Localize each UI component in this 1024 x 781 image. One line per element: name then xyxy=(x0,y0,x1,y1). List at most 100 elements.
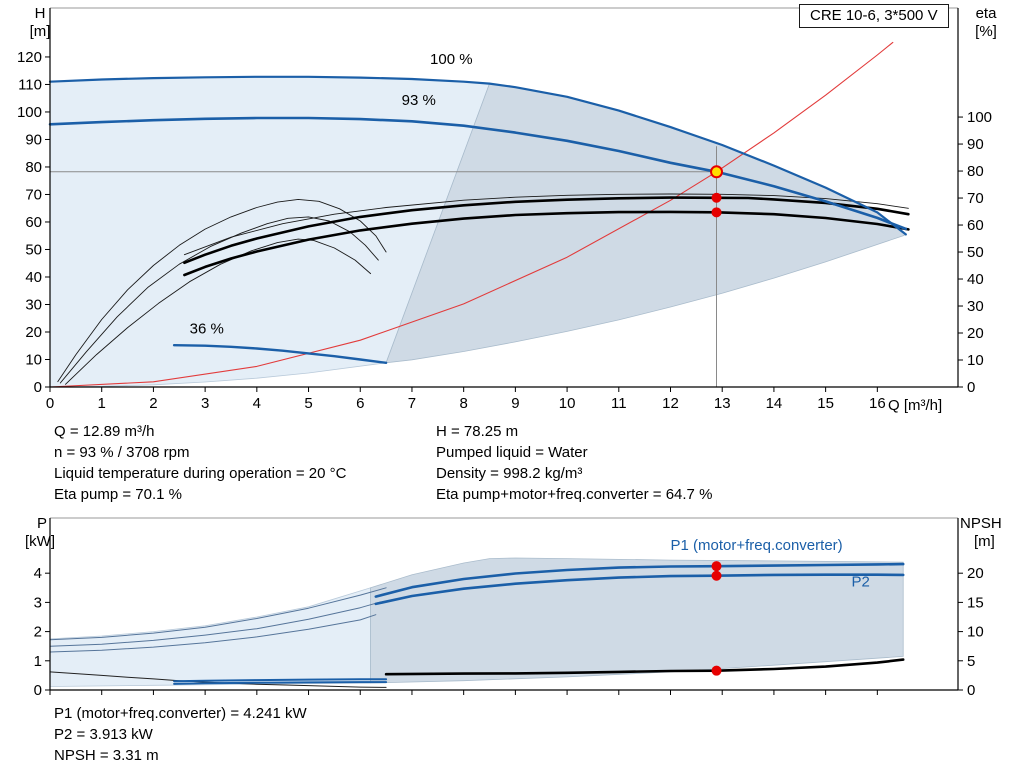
q-axis-label: Q [m³/h] xyxy=(888,397,943,414)
x-tick-label: 3 xyxy=(201,395,209,412)
info-npsh: NPSH = 3.31 m xyxy=(54,747,159,764)
series-p-thin-3 xyxy=(49,614,377,653)
y-right-tick-label: 0 xyxy=(967,682,975,699)
x-tick-label: 15 xyxy=(817,395,834,412)
duty-point xyxy=(710,165,724,179)
info-q: Q = 12.89 m³/h xyxy=(54,423,155,440)
y-left-tick-label: 30 xyxy=(25,296,42,313)
info-liquid-temp: Liquid temperature during operation = 20… xyxy=(54,465,347,482)
series-p1-curve xyxy=(374,562,905,598)
y-left-tick-label: 0 xyxy=(34,379,42,396)
y-right-tick-label: 80 xyxy=(967,163,984,180)
label-36: 36 % xyxy=(190,320,224,337)
info-p2: P2 = 3.913 kW xyxy=(54,726,153,743)
series-speed-36 xyxy=(172,344,388,364)
series-p2-curve xyxy=(374,573,905,606)
power-envelope-dark xyxy=(370,557,904,684)
eta-total-point xyxy=(711,207,722,218)
eta-pump-point xyxy=(711,192,722,203)
power-envelope-light xyxy=(49,587,372,687)
series-p36-1 xyxy=(173,678,388,683)
y-left-tick-label: 40 xyxy=(25,269,42,286)
y-left-tick-label: 4 xyxy=(34,565,42,582)
y-right-tick-label: 30 xyxy=(967,298,984,315)
hq-chart: 0 1 2 3 4 5 6 7 8 9 10 11 12 13 14 15 160102030405060708… xyxy=(17,7,992,412)
y-right-tick-label: 60 xyxy=(967,217,984,234)
x-tick-label: 13 xyxy=(714,395,731,412)
x-tick-label: 16 xyxy=(869,395,886,412)
eta-axis-unit: [%] xyxy=(975,23,997,40)
operating-info-left: Q = 12.89 m³/h n = 93 % / 3708 rpm Liqui… xyxy=(54,421,346,505)
info-h: H = 78.25 m xyxy=(436,423,519,440)
series-p36-2 xyxy=(173,681,388,685)
x-tick-label: 1 xyxy=(98,395,106,412)
y-left-tick-label: 1 xyxy=(34,653,42,670)
x-tick-label: 0 xyxy=(46,395,54,412)
y-left-tick-label: 120 xyxy=(17,49,42,66)
y-right-tick-label: 15 xyxy=(967,594,984,611)
x-tick-label: 6 xyxy=(356,395,364,412)
y-right-tick-label: 10 xyxy=(967,624,984,641)
y-right-tick-label: 90 xyxy=(967,136,984,153)
power-info-block: P1 (motor+freq.converter) = 4.241 kW P2 … xyxy=(54,703,307,766)
y-left-tick-label: 10 xyxy=(25,351,42,368)
x-tick-label: 9 xyxy=(511,395,519,412)
series-npsh-curve xyxy=(384,658,905,676)
p-axis-unit: [kW] xyxy=(25,533,55,550)
info-p1: P1 (motor+freq.converter) = 4.241 kW xyxy=(54,705,307,722)
label-100: 100 % xyxy=(430,51,473,68)
y-left-tick-label: 60 xyxy=(25,214,42,231)
series-speed-100 xyxy=(48,75,907,236)
npsh-axis-label: NPSH xyxy=(960,515,1002,532)
eta-axis-label: eta xyxy=(975,5,997,22)
y-left-tick-label: 110 xyxy=(18,76,42,93)
x-tick-label: 8 xyxy=(459,395,467,412)
y-right-tick-label: 100 xyxy=(967,109,992,126)
info-eta-total: Eta pump+motor+freq.converter = 64.7 % xyxy=(436,486,713,503)
y-right-tick-label: 70 xyxy=(967,190,984,207)
x-tick-label: 5 xyxy=(304,395,312,412)
y-right-tick-label: 40 xyxy=(967,271,984,288)
y-left-tick-label: 0 xyxy=(34,682,42,699)
label-p2: P2 xyxy=(851,573,869,590)
x-tick-label: 12 xyxy=(662,395,679,412)
operating-info-right: H = 78.25 m Pumped liquid = Water Densit… xyxy=(436,421,712,505)
y-left-tick-label: 70 xyxy=(25,186,42,203)
series-eta-thin-2 xyxy=(59,216,379,384)
x-tick-label: 11 xyxy=(611,395,627,412)
series-eta-thin-1 xyxy=(57,198,387,383)
npsh-axis-unit: [m] xyxy=(974,533,995,550)
power-npsh-chart: 0 1 2 3 4 0 5 10 15 20 P1 (motor+freq.converter) P2 xyxy=(34,517,984,699)
x-tick-label: 7 xyxy=(408,395,416,412)
label-93: 93 % xyxy=(402,92,436,109)
series-p-thin-1 xyxy=(49,587,387,641)
y-left-tick-label: 50 xyxy=(25,241,42,258)
y-left-tick-label: 3 xyxy=(34,594,42,611)
x-tick-label: 2 xyxy=(149,395,157,412)
series-eta-total xyxy=(183,210,910,277)
npsh-point xyxy=(711,665,722,676)
h-axis-unit: [m] xyxy=(29,23,51,40)
series-eta-pump xyxy=(183,196,910,265)
info-n: n = 93 % / 3708 rpm xyxy=(54,444,190,461)
y-left-tick-label: 100 xyxy=(17,104,42,121)
y-left-tick-label: 80 xyxy=(25,159,42,176)
x-tick-label: 14 xyxy=(766,395,783,412)
p1-point xyxy=(711,561,722,572)
info-pumped-liquid: Pumped liquid = Water xyxy=(436,444,588,461)
h-axis-label: H xyxy=(34,5,46,22)
p2-point xyxy=(711,570,722,581)
x-tick-label: 4 xyxy=(253,395,261,412)
pump-title-badge: CRE 10-6, 3*500 V xyxy=(799,4,949,28)
x-tick-label: 10 xyxy=(559,395,576,412)
y-right-tick-label: 5 xyxy=(967,653,975,670)
label-p1: P1 (motor+freq.converter) xyxy=(671,537,843,554)
p-axis-label: P xyxy=(36,515,47,532)
info-density: Density = 998.2 kg/m³ xyxy=(436,465,583,482)
y-right-tick-label: 50 xyxy=(967,244,984,261)
series-p-thin-2 xyxy=(49,601,382,647)
y-left-tick-label: 20 xyxy=(25,324,42,341)
y-right-tick-label: 0 xyxy=(967,379,975,396)
